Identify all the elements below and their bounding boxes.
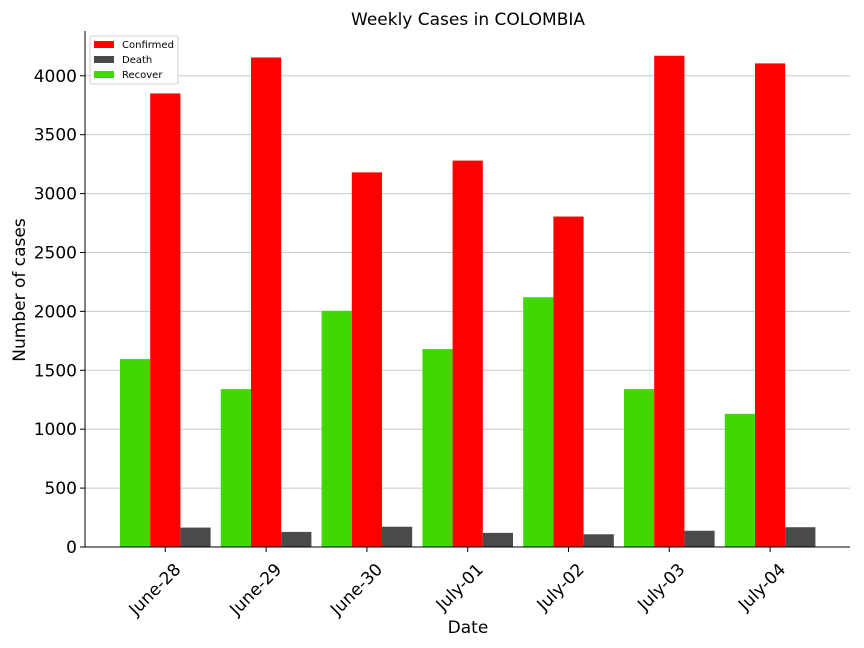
bar-confirmed-june-28 [150, 93, 181, 547]
legend-swatch-recover [94, 71, 114, 78]
bar-recover-july-02 [523, 297, 554, 547]
bar-recover-july-01 [422, 349, 453, 547]
x-tick-label: July-01 [432, 560, 488, 616]
y-tick-label: 1000 [34, 420, 77, 440]
bar-death-july-02 [583, 534, 614, 547]
bar-confirmed-july-01 [452, 160, 483, 547]
legend-label-death: Death [122, 55, 152, 66]
y-tick-label: 2000 [34, 302, 77, 322]
x-tick-label: June-29 [225, 560, 286, 621]
y-tick-label: 3000 [34, 185, 77, 205]
bar-recover-july-03 [624, 389, 655, 547]
legend-swatch-death [94, 56, 114, 63]
y-tick-label: 1500 [34, 361, 77, 381]
legend: Confirmed Death Recover [89, 35, 179, 85]
x-tick-label: July-02 [533, 560, 589, 616]
bar-confirmed-july-03 [654, 55, 685, 548]
bar-recover-june-28 [120, 359, 151, 547]
y-tick-label: 500 [45, 479, 77, 499]
x-tick-label: June-30 [326, 560, 387, 621]
bar-death-june-28 [180, 527, 211, 547]
bar-death-june-29 [281, 531, 312, 547]
y-tick-label: 3500 [34, 126, 77, 146]
y-tick-label: 4000 [34, 67, 77, 87]
bar-death-july-01 [482, 532, 513, 547]
bar-confirmed-june-30 [351, 172, 382, 547]
bar-recover-june-29 [220, 389, 251, 547]
x-tick-label: July-03 [633, 560, 689, 616]
y-tick-label: 0 [66, 538, 77, 558]
bar-confirmed-july-02 [553, 216, 584, 547]
bar-confirmed-june-29 [251, 57, 282, 548]
bar-death-june-30 [382, 526, 413, 547]
bar-recover-july-04 [724, 413, 755, 547]
y-axis-label: Number of cases [10, 218, 30, 362]
x-tick-label: June-28 [125, 560, 186, 621]
chart-title: Weekly Cases in COLOMBIA [351, 10, 585, 30]
bar-death-july-04 [785, 527, 816, 547]
y-tick-label: 2500 [34, 243, 77, 263]
bar-recover-june-30 [321, 310, 352, 547]
bars-layer [120, 55, 816, 548]
x-axis-label: Date [448, 618, 489, 638]
legend-swatch-confirmed [94, 41, 114, 48]
bar-death-july-03 [684, 530, 715, 547]
x-tick-label: July-04 [734, 560, 790, 616]
legend-label-recover: Recover [122, 70, 163, 81]
legend-label-confirmed: Confirmed [122, 40, 174, 51]
bar-confirmed-july-04 [755, 63, 786, 548]
